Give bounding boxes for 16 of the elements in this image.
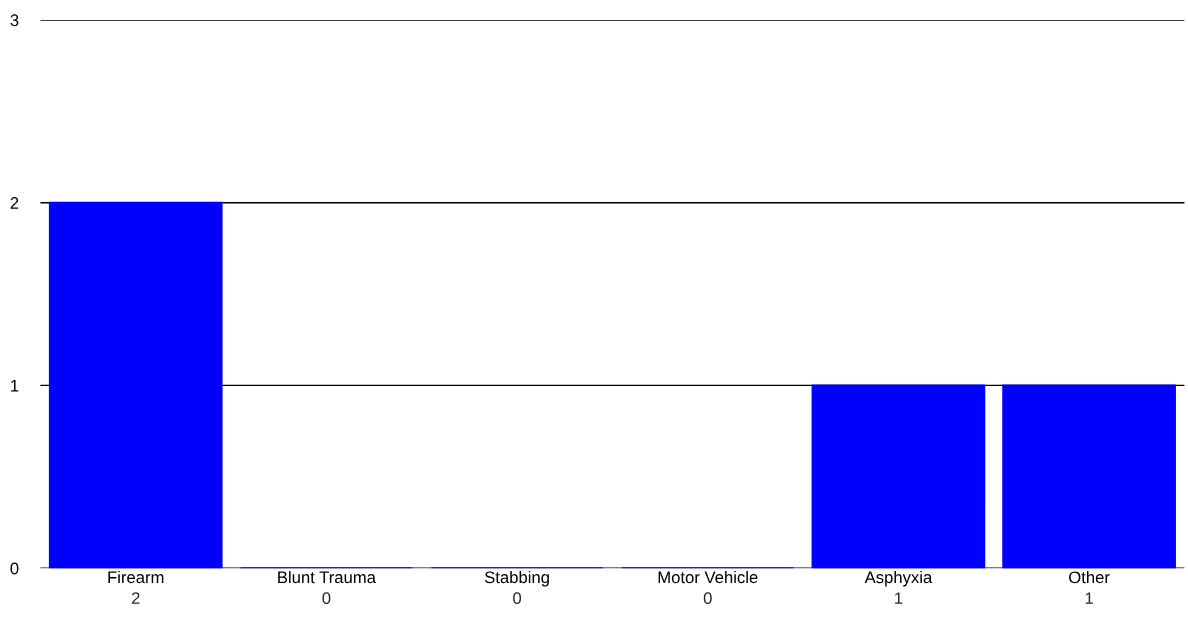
x-tick-label: Blunt Trauma [278,570,376,584]
data-label: 0 [703,592,712,605]
data-label: 0 [513,592,522,605]
x-tick-label: Motor Vehicle [658,570,758,584]
y-tick-label: 3 [10,14,19,27]
y-tick-label: 0 [10,562,19,575]
y-tick-label: 1 [11,380,19,392]
x-tick-label: Firearm [108,570,164,584]
data-label: 1 [1085,592,1093,604]
data-label: 2 [131,592,140,604]
y-tick-label: 2 [10,197,19,209]
x-tick-label: Stabbing [484,570,549,587]
x-tick-label: Asphyxia [864,570,933,587]
data-label: 0 [322,592,331,605]
data-label: 1 [895,592,903,604]
x-tick-label: Other [1069,570,1110,584]
